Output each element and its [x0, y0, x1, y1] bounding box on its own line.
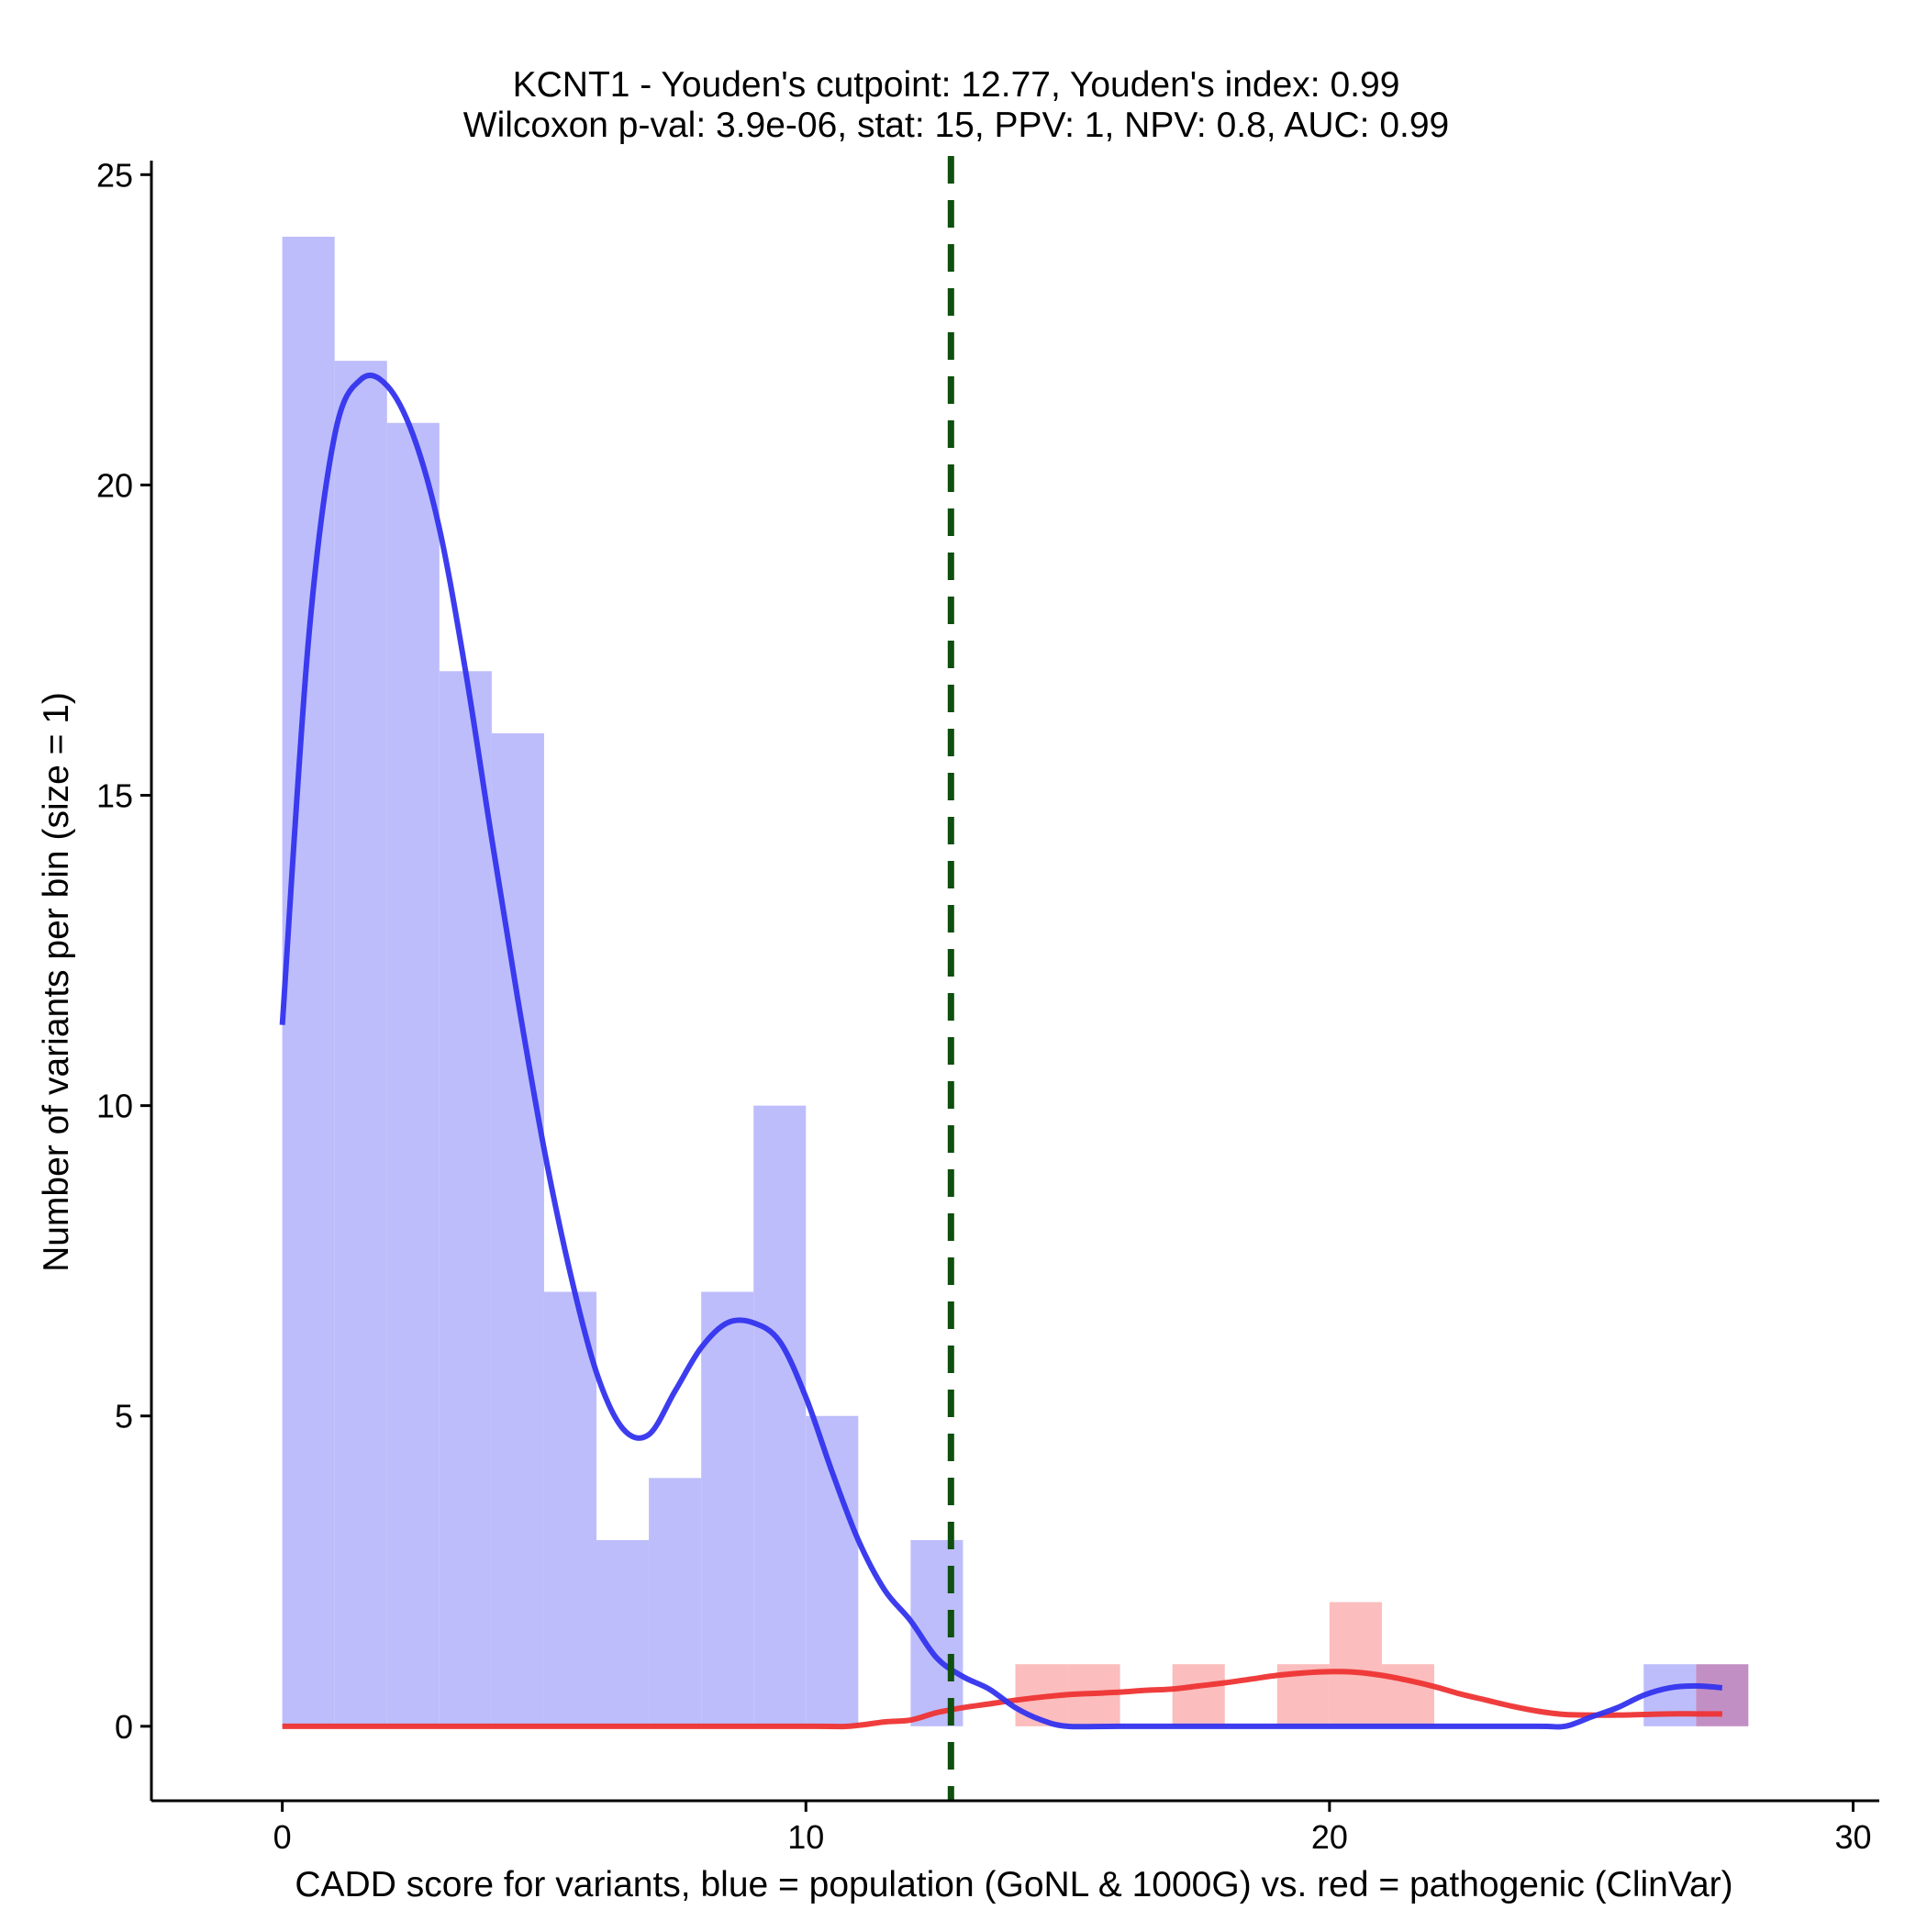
x-axis-label: CADD score for variants, blue = populati…	[295, 1865, 1732, 1904]
axes-layer: 0 5 10 15 20 25 0 10 20 30	[96, 156, 1879, 1856]
chart-subtitle: Wilcoxon p-val: 3.9e-06, stat: 15, PPV: …	[463, 106, 1449, 145]
y-tick-label: 25	[96, 156, 133, 194]
population-bar	[543, 1291, 597, 1726]
population-bar	[701, 1291, 754, 1726]
population-bar	[439, 671, 492, 1726]
population-bar	[596, 1539, 650, 1726]
y-tick-label: 15	[96, 777, 133, 815]
population-bar	[649, 1478, 702, 1726]
pathogenic-bar	[1329, 1602, 1382, 1726]
pathogenic-density-line	[282, 1669, 1722, 1730]
y-tick-label: 10	[96, 1088, 133, 1125]
y-tick-label: 0	[115, 1708, 133, 1746]
pathogenic-bar	[1381, 1664, 1434, 1726]
x-tick-label: 30	[1834, 1818, 1871, 1856]
population-bar	[334, 361, 387, 1726]
population-bar	[1696, 1664, 1749, 1726]
pathogenic-bar	[1172, 1664, 1225, 1726]
population-density-line	[279, 372, 1723, 1730]
x-tick-label: 20	[1311, 1818, 1348, 1856]
population-bar	[386, 422, 440, 1726]
x-tick-label: 0	[273, 1818, 292, 1856]
x-tick-label: 10	[787, 1818, 824, 1856]
population-bar	[282, 236, 335, 1726]
bars-layer	[282, 236, 1749, 1726]
y-tick-label: 5	[115, 1398, 133, 1435]
y-axis-label: Number of variants per bin (size = 1)	[37, 692, 76, 1272]
population-bar	[806, 1415, 859, 1726]
population-bar	[753, 1105, 807, 1726]
y-tick-label: 20	[96, 466, 133, 504]
density-lines-layer	[279, 156, 1723, 1801]
chart-title: KCNT1 - Youden's cutpoint: 12.77, Youden…	[513, 65, 1400, 105]
